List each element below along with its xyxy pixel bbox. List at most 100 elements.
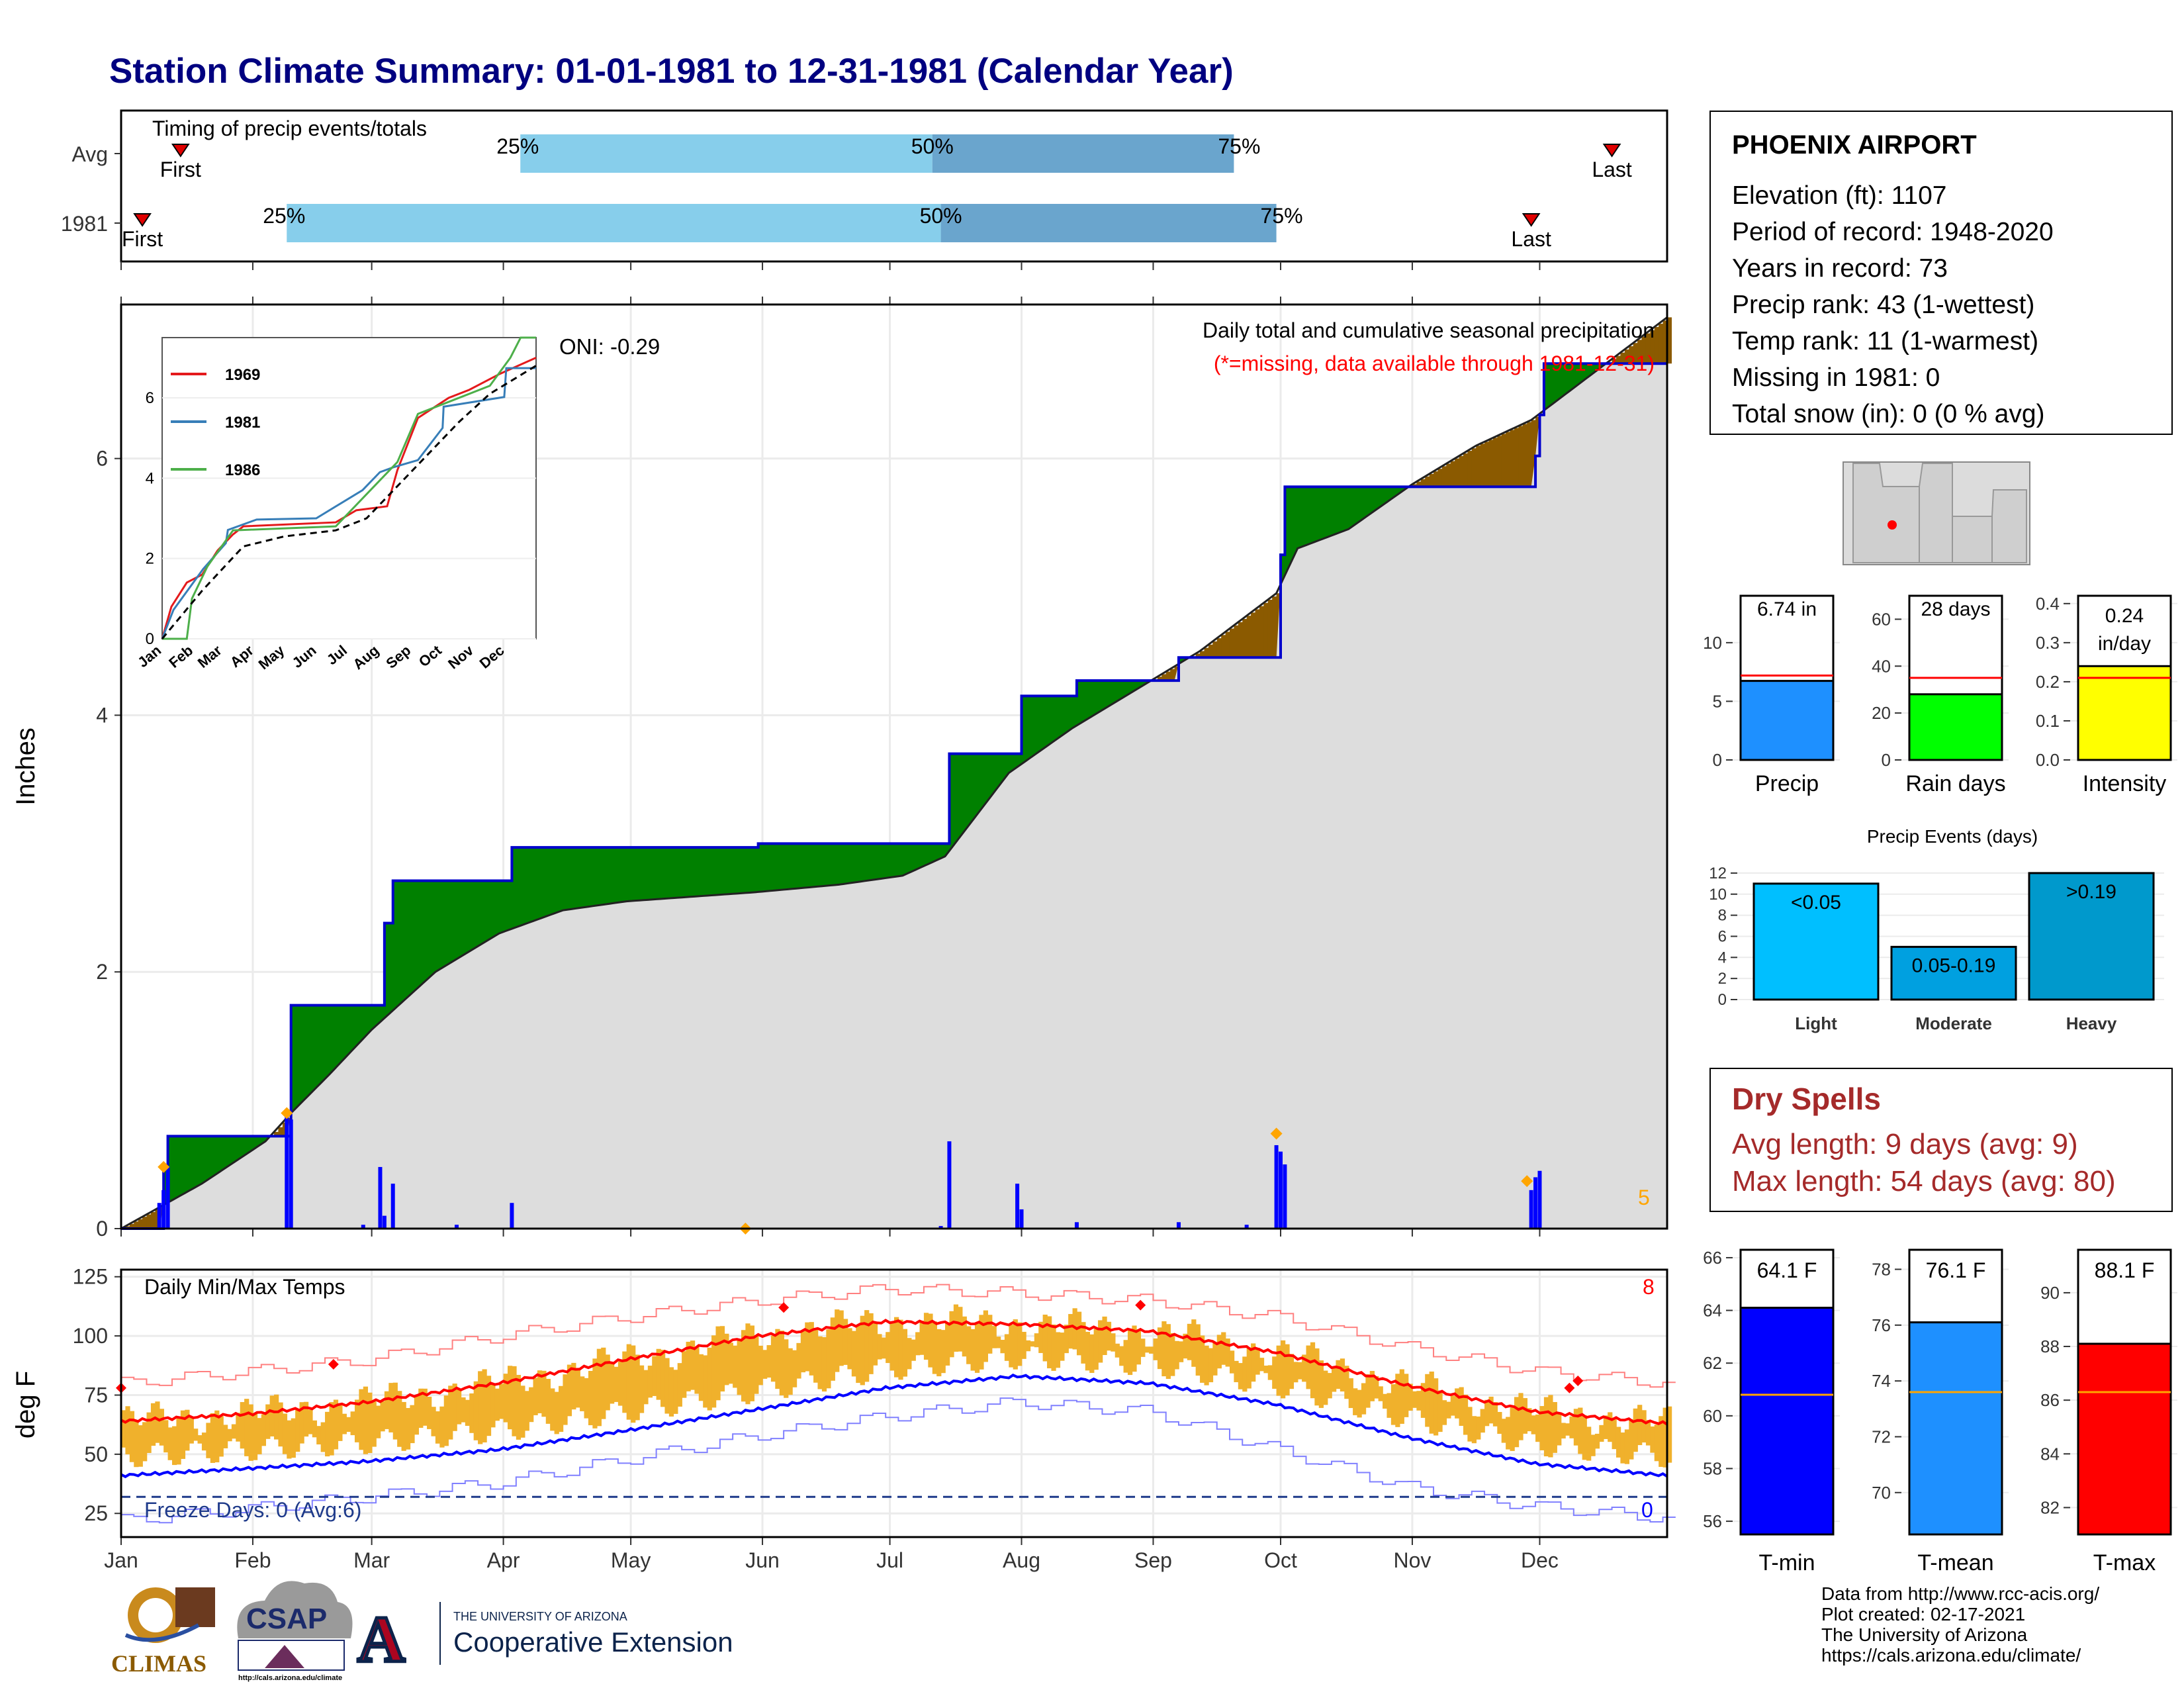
surplus-area	[1552, 363, 1557, 404]
surplus-area	[1000, 753, 1005, 784]
daily-temp-bar	[388, 1383, 394, 1432]
temp-bar-tick-label: 84	[2040, 1444, 2060, 1464]
daily-temp-bar	[350, 1411, 355, 1436]
daily-temp-bar	[958, 1307, 963, 1352]
surplus-area	[728, 847, 733, 894]
daily-temp-bar	[541, 1370, 547, 1417]
temp-bar-tick-label: 58	[1703, 1458, 1722, 1478]
daily-temp-bar	[1578, 1407, 1583, 1454]
record-marker	[328, 1359, 339, 1370]
daily-temp-bar	[223, 1425, 228, 1448]
event-marker	[281, 1107, 293, 1119]
surplus-area	[610, 847, 615, 904]
daily-temp-bar	[1017, 1322, 1023, 1366]
daily-temp-bar	[291, 1418, 296, 1458]
daily-temp-bar	[617, 1361, 623, 1406]
daily-temp-bar	[524, 1391, 529, 1431]
surplus-area	[1573, 363, 1578, 389]
surplus-area	[197, 1136, 203, 1186]
surplus-area	[766, 843, 772, 892]
deficit-area	[274, 1131, 279, 1137]
daily-temp-bar	[176, 1418, 181, 1465]
daily-temp-bar	[1543, 1397, 1549, 1457]
daily-temp-bar	[711, 1335, 717, 1408]
surplus-area	[1353, 487, 1358, 526]
daily-temp-bar	[1314, 1348, 1320, 1406]
daily-temp-bar	[656, 1348, 661, 1400]
surplus-area	[979, 753, 984, 812]
surplus-area	[1306, 487, 1311, 545]
daily-temp-bar	[1098, 1320, 1103, 1363]
daily-temp-bar	[121, 1410, 126, 1448]
surplus-area	[872, 843, 878, 880]
daily-temp-bar	[1463, 1394, 1469, 1435]
surplus-area	[758, 843, 763, 892]
daily-temp-bar	[749, 1325, 755, 1401]
surplus-area	[431, 880, 436, 976]
daily-temp-bar	[1476, 1416, 1481, 1440]
daily-temp-bar	[792, 1350, 797, 1387]
deficit-area	[1272, 596, 1277, 658]
daily-temp-bar	[1093, 1329, 1099, 1370]
daily-temp-bar	[728, 1342, 733, 1384]
surplus-area	[1582, 363, 1587, 382]
events-tick-label: 4	[1718, 949, 1727, 966]
daily-temp-bar	[1569, 1416, 1574, 1438]
temp-bar-tick-label: 70	[1872, 1483, 1891, 1503]
daily-precip-bar	[1244, 1225, 1249, 1229]
surplus-area	[1374, 487, 1379, 512]
small-bar-tick-label: 20	[1872, 703, 1891, 723]
daily-temp-bar	[682, 1351, 687, 1398]
surplus-area	[248, 1136, 253, 1153]
last-event-triangle-icon	[1522, 213, 1541, 227]
surplus-area	[1106, 680, 1111, 708]
daily-temp-bar	[719, 1326, 725, 1392]
daily-temp-bar	[1416, 1391, 1422, 1411]
daily-temp-bar	[1204, 1345, 1209, 1385]
daily-temp-bar	[545, 1378, 551, 1424]
daily-temp-bar	[325, 1411, 330, 1457]
precip-y-tick-label: 6	[96, 447, 108, 471]
surplus-area	[414, 880, 419, 992]
temp-y-tick-label: 100	[73, 1324, 108, 1348]
daily-temp-bar	[1369, 1371, 1375, 1401]
daily-temp-bar	[754, 1335, 759, 1394]
surplus-area	[508, 880, 513, 931]
daily-temp-bar	[1127, 1330, 1133, 1376]
station-elevation: Elevation (ft): 1107	[1732, 181, 1947, 210]
daily-temp-bar	[1060, 1333, 1065, 1361]
surplus-area	[456, 880, 462, 959]
daily-temp-bar	[945, 1322, 950, 1366]
daily-temp-bar	[1021, 1331, 1026, 1359]
daily-temp-bar	[1267, 1365, 1273, 1380]
daily-temp-bar	[1527, 1408, 1532, 1432]
deficit-area	[1518, 426, 1524, 487]
daily-precip-bar	[947, 1141, 952, 1229]
daily-temp-bar	[163, 1420, 169, 1453]
daily-temp-bar	[1123, 1340, 1128, 1373]
daily-temp-bar	[762, 1350, 768, 1379]
deficit-area	[1229, 628, 1235, 658]
surplus-area	[537, 847, 542, 920]
daily-temp-bar	[1624, 1429, 1630, 1464]
deficit-area	[278, 1127, 283, 1137]
surplus-area	[664, 847, 670, 899]
surplus-area	[779, 843, 784, 890]
daily-temp-bar	[1200, 1335, 1205, 1383]
deficit-area	[1637, 340, 1643, 364]
daily-temp-bar	[631, 1345, 636, 1423]
deficit-area	[1425, 476, 1430, 487]
surplus-area	[805, 843, 810, 888]
daily-temp-bar	[448, 1385, 453, 1440]
daily-temp-bar	[1510, 1407, 1515, 1451]
daily-temp-bar	[1603, 1415, 1608, 1439]
surplus-area	[443, 880, 449, 967]
daily-temp-bar	[1608, 1412, 1613, 1442]
daily-temp-bar	[592, 1358, 598, 1429]
daily-temp-bar	[1548, 1395, 1553, 1458]
daily-temp-bar	[456, 1389, 462, 1425]
deficit-area	[1420, 479, 1426, 487]
daily-temp-bar	[252, 1413, 258, 1460]
deficit-area	[1488, 440, 1494, 487]
surplus-area	[677, 847, 682, 898]
